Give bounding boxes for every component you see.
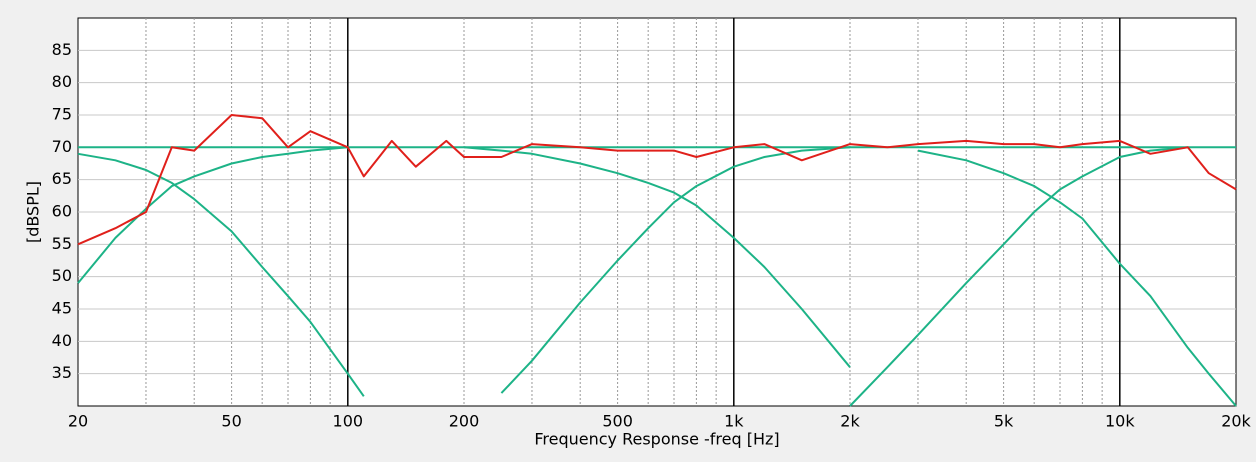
- x-tick-label: 1k: [724, 412, 744, 431]
- series-line: [917, 149, 1237, 407]
- y-tick-label: 35: [52, 363, 72, 382]
- x-tick-label: 2k: [840, 412, 860, 431]
- series-line: [77, 114, 1237, 246]
- x-tick-label: 5k: [994, 412, 1014, 431]
- x-tick-label: 100: [333, 412, 364, 431]
- y-tick-label: 85: [52, 40, 72, 59]
- y-tick-label: 75: [52, 105, 72, 124]
- y-tick-label: 55: [52, 234, 72, 253]
- x-tick-label: 200: [449, 412, 480, 431]
- x-tick-label: 500: [602, 412, 633, 431]
- y-axis-label: [dBSPL]: [24, 181, 43, 243]
- y-tick-label: 80: [52, 72, 72, 91]
- series-line: [77, 146, 348, 284]
- x-tick-label: 20: [68, 412, 88, 431]
- y-tick-label: 65: [52, 169, 72, 188]
- y-tick-label: 70: [52, 137, 72, 156]
- y-tick-label: 45: [52, 299, 72, 318]
- series-line: [463, 146, 851, 368]
- x-tick-label: 50: [221, 412, 241, 431]
- y-tick-label: 60: [52, 202, 72, 221]
- y-tick-label: 40: [52, 331, 72, 350]
- x-axis-label: Frequency Response -freq [Hz]: [534, 430, 779, 449]
- x-tick-label: 20k: [1221, 412, 1251, 431]
- y-tick-label: 50: [52, 266, 72, 285]
- x-tick-label: 10k: [1105, 412, 1135, 431]
- series-line: [500, 146, 851, 394]
- series-line: [849, 146, 1188, 407]
- series-line: [77, 152, 365, 397]
